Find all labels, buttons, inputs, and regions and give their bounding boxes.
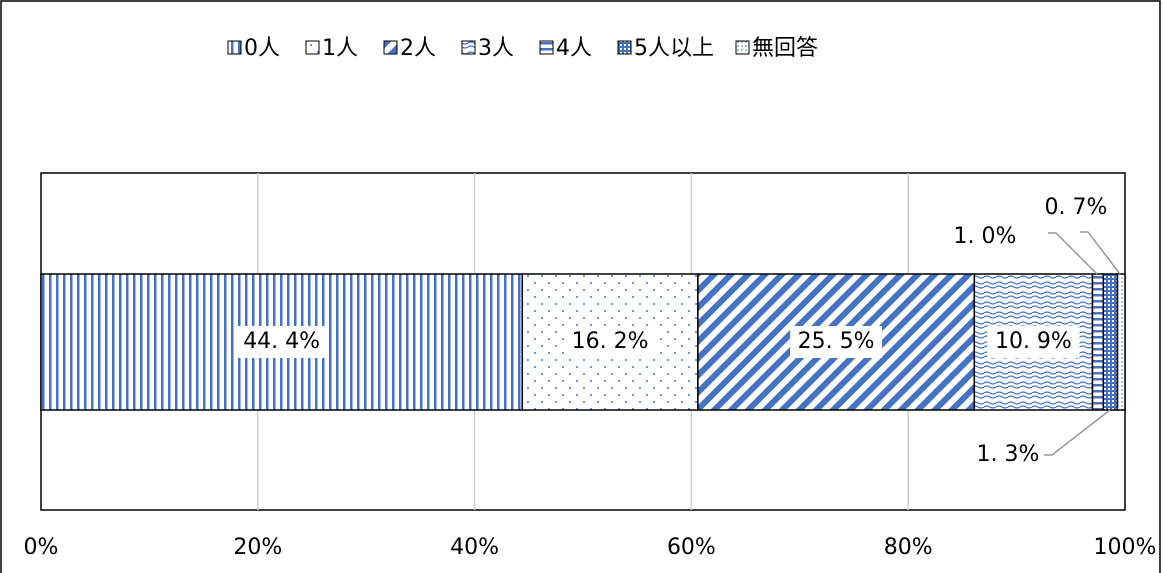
data-label: 1. 0% <box>954 224 1017 249</box>
legend-label: 2人 <box>400 36 436 61</box>
x-tick-label: 20% <box>233 535 282 560</box>
x-tick-label: 80% <box>884 535 933 560</box>
data-label: 0. 7% <box>1045 195 1108 220</box>
legend-swatch <box>539 40 554 55</box>
legend-swatch <box>227 40 242 55</box>
legend-swatch <box>461 40 476 55</box>
legend-swatch <box>383 40 398 55</box>
leader-line <box>1048 232 1098 275</box>
legend-swatch <box>735 40 750 55</box>
bar-segment <box>1102 273 1119 411</box>
data-label-bg <box>564 326 657 358</box>
leader-line <box>1080 231 1121 275</box>
legend-label: 4人 <box>556 36 592 61</box>
data-label: 25. 5% <box>798 329 875 354</box>
data-label-bg <box>987 326 1080 358</box>
legend-label: 無回答 <box>752 36 818 61</box>
x-tick-label: 60% <box>667 535 716 560</box>
data-label: 44. 4% <box>243 329 320 354</box>
legend-label: 3人 <box>478 36 514 61</box>
legend-swatch <box>617 40 632 55</box>
data-label: 16. 2% <box>572 329 649 354</box>
data-label-bg <box>790 326 883 358</box>
data-label: 1. 3% <box>977 442 1040 467</box>
data-label: 10. 9% <box>995 329 1072 354</box>
legend-label: 5人以上 <box>634 36 714 61</box>
x-tick-label: 100% <box>1094 535 1157 560</box>
legend-label: 1人 <box>322 36 358 61</box>
bar-segment <box>1116 273 1126 411</box>
legend-label: 0人 <box>244 36 280 61</box>
x-tick-label: 40% <box>450 535 499 560</box>
leader-line <box>1044 409 1111 456</box>
bar-segment <box>1091 273 1105 411</box>
data-label-bg <box>235 326 328 358</box>
x-tick-label: 0% <box>24 535 59 560</box>
legend-swatch <box>305 40 320 55</box>
